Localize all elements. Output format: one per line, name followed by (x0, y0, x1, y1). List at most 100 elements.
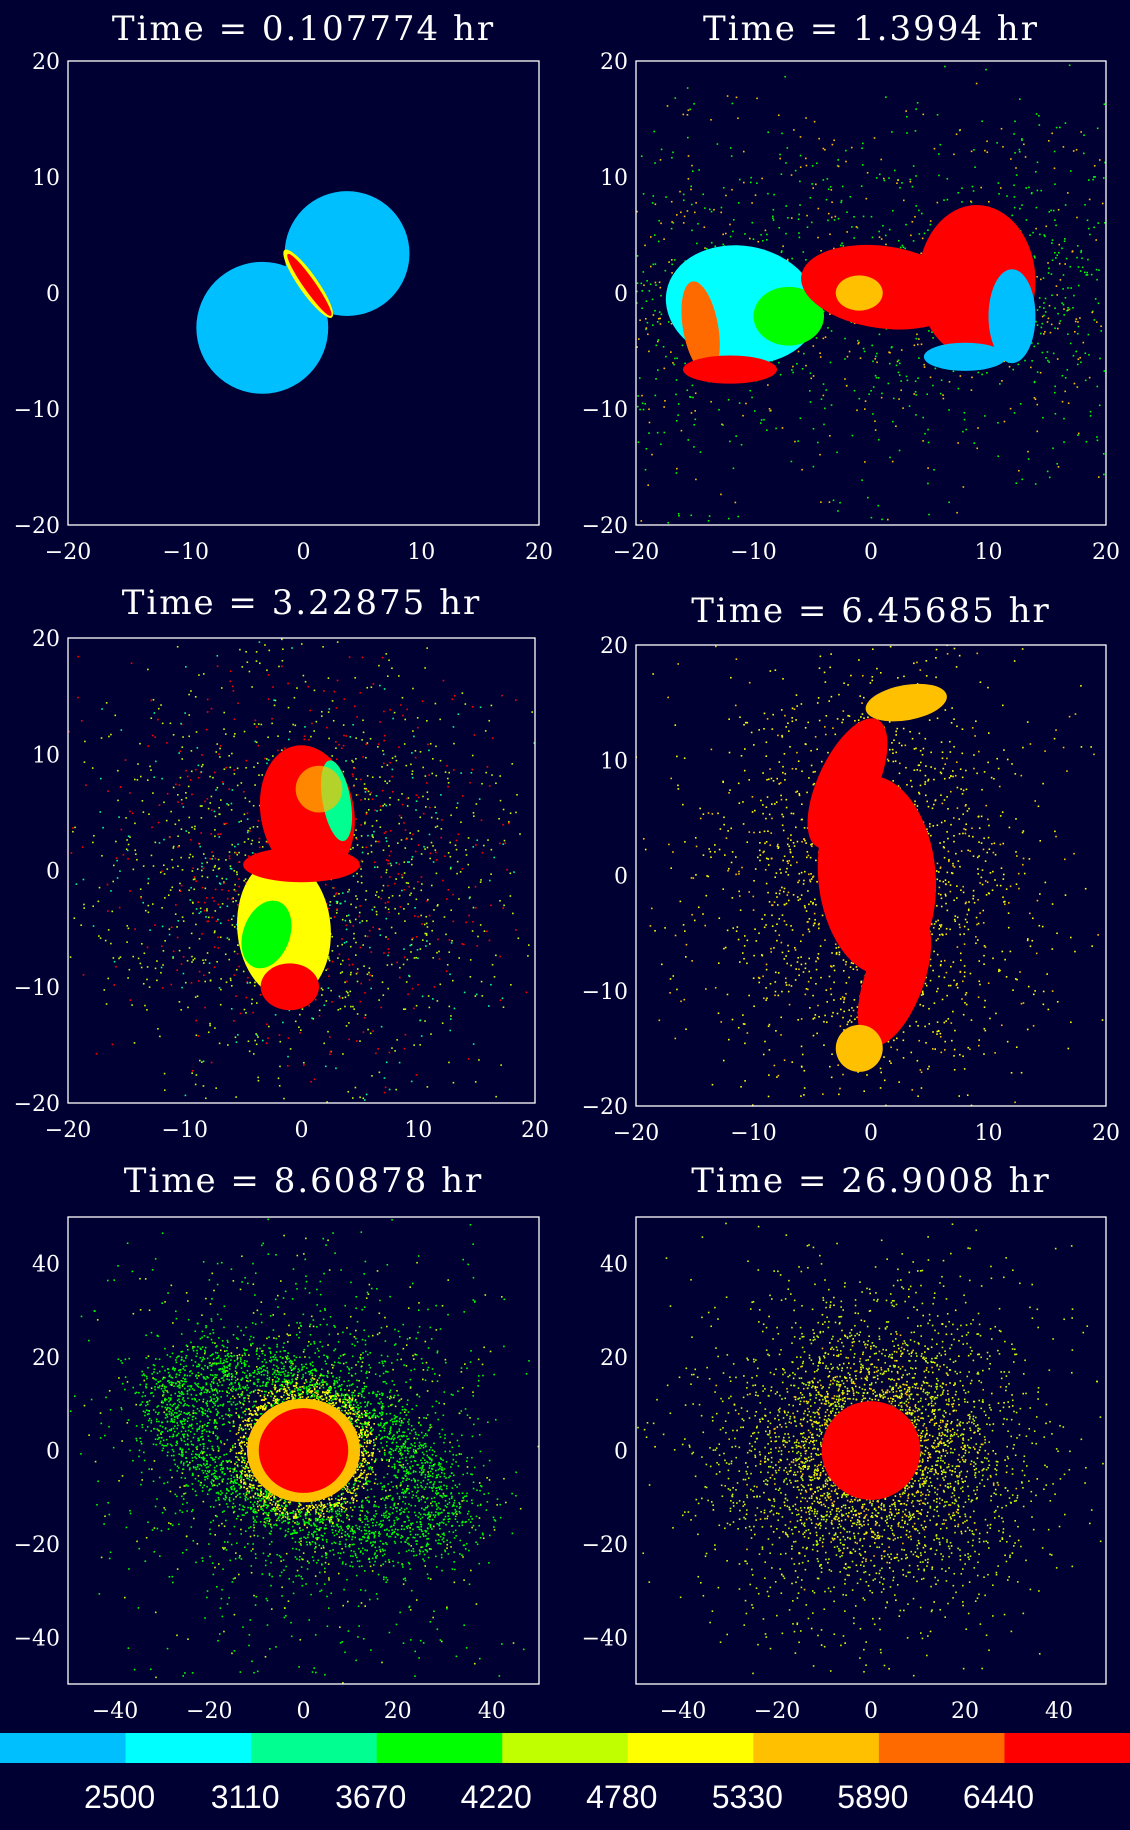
x-tick-label: −10 (730, 540, 776, 565)
colorbar-segment (376, 1733, 503, 1763)
x-tick-label: −40 (660, 1699, 706, 1724)
x-tick-label: 20 (525, 540, 553, 565)
x-tick-label: 20 (521, 1118, 549, 1143)
particle-field (636, 645, 1104, 1106)
y-tick-label: −10 (582, 980, 628, 1005)
colorbar: 2500 3110 3670 4220 4780 5330 5890 6440 (0, 1733, 1130, 1815)
lobe-lower-core (241, 900, 292, 969)
star-left (196, 261, 329, 394)
colorbar-segment (125, 1733, 252, 1763)
y-tick-label: 20 (600, 634, 628, 659)
x-tick-label: −20 (186, 1699, 232, 1724)
lobe-lower-tip (260, 963, 320, 1011)
y-tick-label: 40 (32, 1253, 60, 1278)
lobe-right-bottom (923, 342, 1007, 371)
y-tick-label: 0 (614, 282, 628, 307)
colorbar-label: 2500 (84, 1779, 155, 1815)
x-tick-label: 20 (384, 1699, 412, 1724)
y-tick-label: −20 (582, 1095, 628, 1120)
y-tick-label: 20 (32, 627, 60, 652)
colorbar-segment (627, 1733, 754, 1763)
core (821, 1401, 921, 1500)
y-tick-label: 10 (32, 743, 60, 768)
panel-5: Time = 8.60878 hr −40 −20 0 20 40 −40 −20 0 20 40 (14, 1161, 540, 1724)
x-tick-label: 10 (975, 1121, 1003, 1146)
x-tick-label: −20 (613, 540, 659, 565)
panel-3: Time = 3.22875 hr −20 −10 0 10 20 −20 −10 0 10 20 (14, 583, 549, 1143)
arm-lower-tip (835, 1024, 883, 1072)
particle-cloud (75, 641, 535, 1101)
panel-title: Time = 3.22875 hr (122, 583, 482, 623)
colorbar-label: 5330 (712, 1779, 783, 1815)
y-tick-label: 20 (32, 1346, 60, 1371)
neck-core (835, 275, 883, 311)
x-tick-label: −20 (754, 1699, 800, 1724)
colorbar-segment (251, 1733, 378, 1763)
lobe-upper-swirl (295, 765, 343, 813)
x-tick-label: 0 (297, 540, 311, 565)
y-tick-label: 10 (600, 749, 628, 774)
x-tick-label: 0 (864, 1121, 878, 1146)
plot-frame (67, 1216, 540, 1685)
x-tick-label: −10 (730, 1121, 776, 1146)
contact-band (287, 253, 332, 316)
y-tick-label: 0 (46, 1440, 60, 1465)
y-tick-label: −20 (582, 514, 628, 539)
x-tick-label: −10 (162, 1118, 208, 1143)
y-tick-label: −20 (14, 514, 60, 539)
colorbar-segment (1004, 1733, 1130, 1763)
colorbar-segment (753, 1733, 880, 1763)
x-tick-label: −20 (613, 1121, 659, 1146)
y-tick-label: −20 (582, 1533, 628, 1558)
x-tick-label: 0 (864, 540, 878, 565)
arm-upper-tip (865, 683, 947, 722)
lobe-left-rim (681, 281, 720, 375)
plot-frame (635, 60, 1107, 526)
particle-field (637, 1217, 1104, 1677)
x-tick-label: −10 (163, 540, 209, 565)
plot-frame (67, 60, 540, 526)
colorbar-segment (0, 1733, 127, 1763)
panel-title: Time = 6.45685 hr (691, 591, 1051, 631)
colorbar-segment (878, 1733, 1005, 1763)
x-tick-label: −20 (45, 540, 91, 565)
neck (243, 847, 360, 883)
x-tick-label: 0 (864, 1699, 878, 1724)
x-tick-label: 20 (1092, 540, 1120, 565)
y-tick-label: 0 (46, 860, 60, 885)
particle-field (196, 191, 410, 394)
colorbar-label: 6440 (963, 1779, 1034, 1815)
panel-2: Time = 1.3994 hr −20 −10 0 10 20 −20 −10 0 10 20 (582, 9, 1120, 565)
star-right (284, 191, 410, 316)
y-tick-label: 0 (614, 1440, 628, 1465)
y-tick-label: 40 (600, 1253, 628, 1278)
y-tick-label: 0 (614, 865, 628, 890)
particle-field (68, 638, 535, 1103)
panel-4: Time = 6.45685 hr −20 −10 0 10 20 −20 −10 0 10 20 (582, 591, 1120, 1146)
lobe-right-edge (988, 269, 1036, 364)
panel-1: Time = 0.107774 hr −20 −10 0 10 20 −20 −10 0 10 20 (14, 9, 553, 565)
panel-title: Time = 26.9008 hr (691, 1161, 1051, 1201)
particle-cloud (83, 1234, 539, 1684)
y-tick-label: −20 (14, 1533, 60, 1558)
x-tick-label: 10 (407, 540, 435, 565)
x-tick-label: 10 (404, 1118, 432, 1143)
x-tick-label: 10 (975, 540, 1003, 565)
panel-title: Time = 8.60878 hr (124, 1161, 484, 1201)
y-tick-label: 0 (46, 282, 60, 307)
x-tick-label: −40 (92, 1699, 138, 1724)
arm-lower (857, 912, 932, 1047)
x-tick-label: 40 (478, 1699, 506, 1724)
panel-title: Time = 1.3994 hr (703, 9, 1039, 49)
x-tick-label: 20 (1092, 1121, 1120, 1146)
y-tick-label: 10 (600, 166, 628, 191)
y-tick-label: −40 (14, 1626, 60, 1651)
plot-frame (635, 1216, 1107, 1685)
particle-field (636, 64, 1106, 524)
colorbar-label: 3670 (335, 1779, 406, 1815)
lobe-left-rim-bottom (683, 355, 777, 384)
colorbar-label: 4780 (586, 1779, 657, 1815)
y-tick-label: −40 (582, 1626, 628, 1651)
x-tick-label: 40 (1045, 1699, 1073, 1724)
